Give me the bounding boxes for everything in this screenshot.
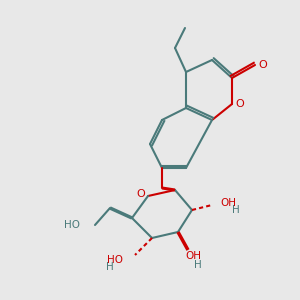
Text: O: O [236,99,244,109]
Text: H: H [232,205,240,215]
Text: HO: HO [64,220,80,230]
Text: HO: HO [107,255,123,265]
Text: OH: OH [220,198,236,208]
Text: O: O [136,189,146,199]
Text: OH: OH [185,251,201,261]
Text: O: O [259,60,267,70]
Text: H: H [106,262,114,272]
Text: H: H [194,260,202,270]
